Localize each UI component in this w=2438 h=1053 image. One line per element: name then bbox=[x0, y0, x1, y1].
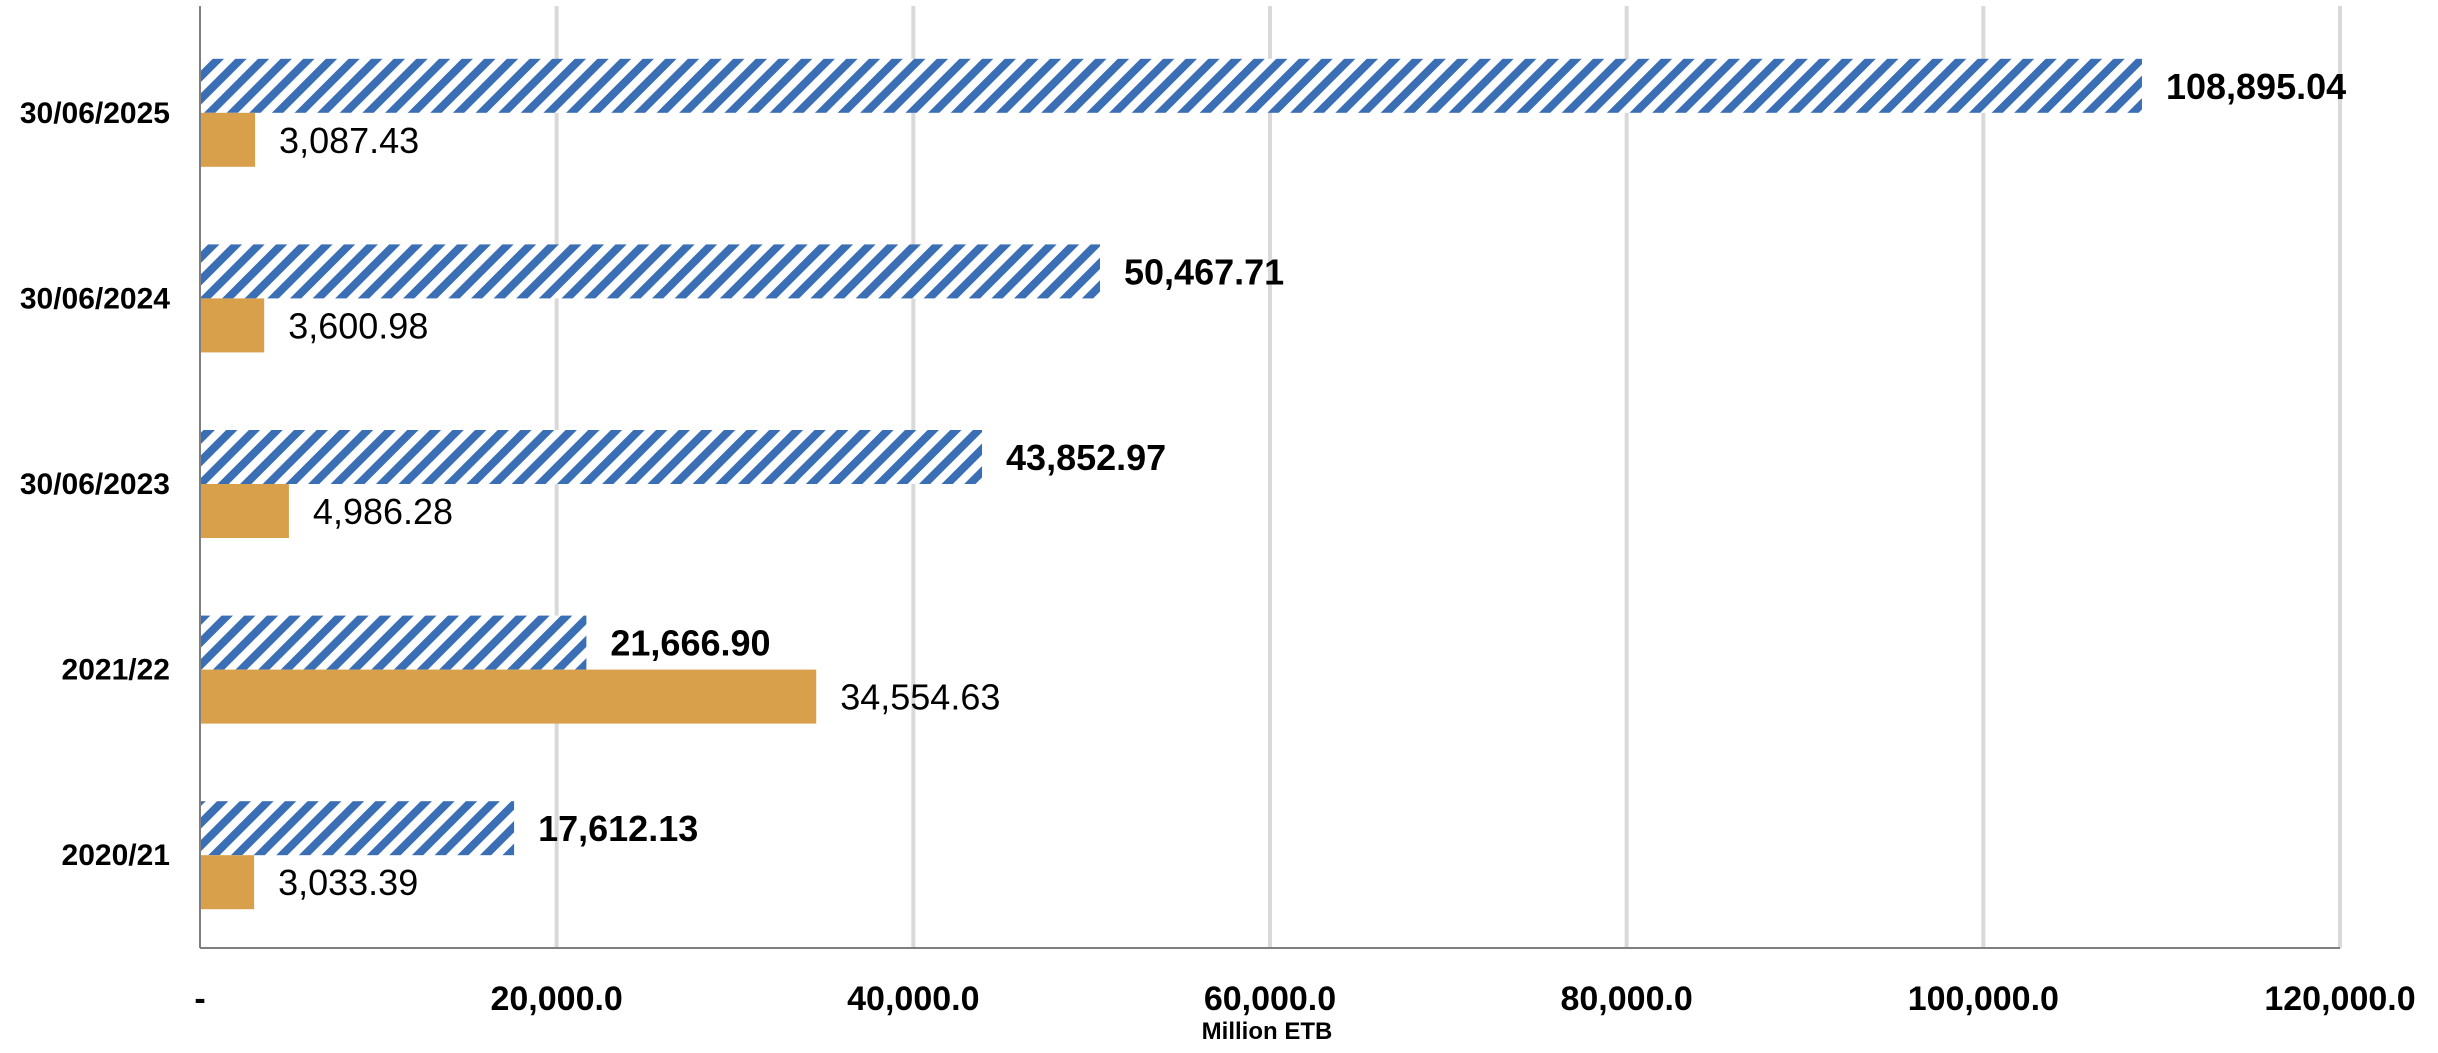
category-label: 2020/21 bbox=[62, 839, 170, 872]
data-label: 4,986.28 bbox=[313, 491, 453, 532]
category-label: 30/06/2025 bbox=[20, 97, 170, 130]
x-tick-label: 120,000.0 bbox=[2264, 980, 2415, 1018]
bar-series-1 bbox=[200, 58, 2142, 113]
bar-series-1 bbox=[200, 244, 1101, 299]
bar-series-2 bbox=[200, 669, 817, 724]
gridlines bbox=[554, 6, 2342, 948]
bar-series-2 bbox=[200, 484, 289, 538]
x-tick-label: 80,000.0 bbox=[1560, 980, 1692, 1018]
data-label: 108,895.04 bbox=[2166, 66, 2346, 107]
bar-series-2 bbox=[200, 855, 255, 910]
x-tick-label: 40,000.0 bbox=[847, 980, 979, 1018]
data-label: 43,852.97 bbox=[1006, 437, 1166, 478]
x-tick-label: 60,000.0 bbox=[1204, 980, 1336, 1018]
axes bbox=[199, 6, 2340, 949]
data-label: 17,612.13 bbox=[538, 808, 698, 849]
category-label: 30/06/2024 bbox=[20, 282, 170, 315]
labels: - 20,000.0 40,000.0 60,000.0 80,000.0 100,000… bbox=[20, 66, 2416, 1018]
data-label: 3,087.43 bbox=[279, 120, 419, 161]
category-label: 2021/22 bbox=[62, 654, 170, 687]
bar-series-2 bbox=[200, 298, 265, 353]
data-label: 21,666.90 bbox=[610, 623, 770, 664]
x-tick-label: 20,000.0 bbox=[490, 980, 622, 1018]
data-label: 50,467.71 bbox=[1124, 251, 1284, 292]
x-axis-title: Million ETB bbox=[1202, 1018, 1333, 1045]
data-label: 3,600.98 bbox=[288, 305, 428, 346]
bars bbox=[200, 58, 2142, 910]
data-label: 34,554.63 bbox=[840, 677, 1000, 718]
bar-series-1 bbox=[200, 615, 587, 670]
bar-series-2 bbox=[200, 112, 256, 167]
data-label: 3,033.39 bbox=[278, 862, 418, 903]
category-label: 30/06/2023 bbox=[20, 468, 170, 501]
x-tick-label: 100,000.0 bbox=[1908, 980, 2059, 1018]
bar-series-1 bbox=[200, 801, 515, 856]
x-tick-label: - bbox=[194, 980, 205, 1018]
bar-series-1 bbox=[200, 430, 983, 484]
